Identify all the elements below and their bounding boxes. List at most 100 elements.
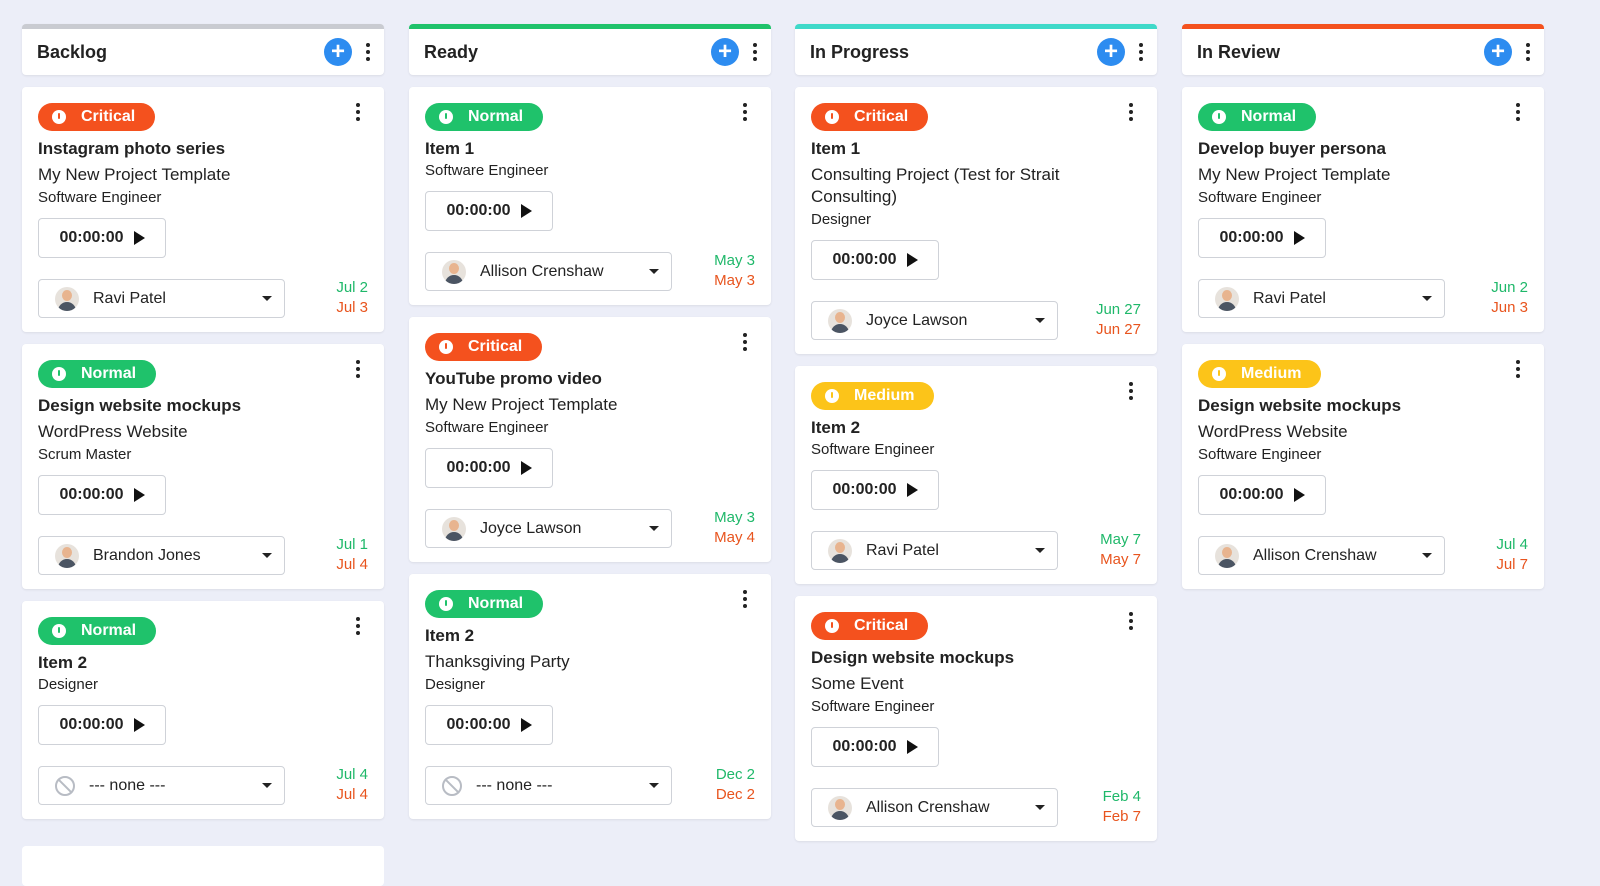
card-title: Item 2 [425, 626, 475, 645]
column-menu[interactable] [1526, 43, 1530, 61]
task-card[interactable]: Critical YouTube promo video My New Projec… [409, 317, 771, 562]
card-menu[interactable] [743, 590, 747, 608]
task-card[interactable]: Critical Item 1 Consulting Project (Test f… [795, 87, 1157, 354]
dot [1516, 360, 1520, 364]
card-footer: Ravi Patel Jun 2 Jun 3 [1198, 278, 1528, 318]
assignee-name: Ravi Patel [93, 289, 166, 307]
assignee-name: Joyce Lawson [866, 311, 968, 329]
task-card[interactable]: Normal Develop buyer persona My New Projec… [1182, 87, 1544, 332]
timer-button[interactable]: 00:00:00 [38, 218, 166, 258]
card-footer: Allison Crenshaw Feb 4 Feb 7 [811, 787, 1141, 827]
assignee-avatar [442, 516, 466, 541]
task-card[interactable]: Normal Design website mockups WordPress We… [22, 344, 384, 589]
timer-button[interactable]: 00:00:00 [811, 240, 939, 280]
timer-button[interactable]: 00:00:00 [425, 448, 553, 488]
assignee-select[interactable]: Brandon Jones [38, 536, 285, 575]
timer-text: 00:00:00 [446, 459, 511, 476]
assignee-select[interactable]: Allison Crenshaw [1198, 536, 1445, 575]
card-dates: Dec 2 Dec 2 [716, 765, 755, 805]
add-card-button[interactable]: + [711, 38, 739, 66]
timer-button[interactable]: 00:00:00 [1198, 475, 1326, 515]
priority-icon [52, 110, 66, 124]
dot [1129, 117, 1133, 121]
card-role: Software Engineer [425, 162, 549, 179]
dot [1139, 57, 1143, 61]
task-card[interactable]: Medium Item 2 Software Engineer 00:00:00 Rav… [795, 366, 1157, 584]
timer-button[interactable]: 00:00:00 [38, 475, 166, 515]
card-role: Designer [811, 211, 872, 228]
assignee-select[interactable]: --- none --- [425, 766, 672, 805]
assignee-select[interactable]: Allison Crenshaw [811, 788, 1058, 827]
assignee-avatar [55, 543, 79, 568]
card-menu[interactable] [1129, 612, 1133, 630]
card-menu[interactable] [1516, 103, 1520, 121]
start-date: Jul 4 [1496, 536, 1528, 553]
timer-button[interactable]: 00:00:00 [38, 705, 166, 745]
play-icon [906, 740, 918, 754]
card-title: Design website mockups [38, 396, 242, 415]
timer-button[interactable]: 00:00:00 [425, 705, 553, 745]
task-card[interactable]: Normal Item 2 Thanksgiving Party Designer 00… [409, 574, 771, 819]
dot [1526, 57, 1530, 61]
priority-label: Medium [854, 387, 915, 404]
dot [356, 631, 360, 635]
end-date: Jun 3 [1491, 299, 1528, 316]
dot [743, 117, 747, 121]
dot [743, 110, 747, 114]
column-menu[interactable] [1139, 43, 1143, 61]
assignee-select[interactable]: Ravi Patel [38, 279, 285, 318]
start-date: May 3 [714, 252, 755, 269]
card-menu[interactable] [743, 333, 747, 351]
assignee-select[interactable]: Joyce Lawson [811, 301, 1058, 340]
dropdown-caret [649, 269, 659, 274]
assignee-select[interactable]: Ravi Patel [1198, 279, 1445, 318]
assignee-avatar [828, 308, 852, 333]
timer-text: 00:00:00 [1219, 229, 1284, 246]
task-card[interactable]: Medium Design website mockups WordPress We… [1182, 344, 1544, 589]
dot [1516, 367, 1520, 371]
priority-label: Critical [854, 108, 909, 125]
card-menu[interactable] [1129, 103, 1133, 121]
dropdown-caret [262, 783, 272, 788]
assignee-select[interactable]: Allison Crenshaw [425, 252, 672, 291]
card-menu[interactable] [743, 103, 747, 121]
assignee-avatar [1215, 286, 1239, 311]
dot [743, 347, 747, 351]
column-menu[interactable] [753, 43, 757, 61]
priority-badge: Critical [425, 333, 543, 361]
timer-button[interactable]: 00:00:00 [811, 470, 939, 510]
timer-button[interactable]: 00:00:00 [811, 727, 939, 767]
end-date: Dec 2 [715, 786, 755, 803]
card-project: My New Project Template [1198, 165, 1391, 184]
add-card-button[interactable]: + [324, 38, 352, 66]
add-card-button[interactable]: + [1097, 38, 1125, 66]
priority-label: Critical [81, 108, 136, 125]
task-card[interactable]: Normal Item 2 Designer 00:00:00 --- none ---… [22, 601, 384, 819]
task-card[interactable]: Normal Item 1 Software Engineer 00:00:00 All… [409, 87, 771, 305]
card-menu[interactable] [356, 360, 360, 378]
card-project: My New Project Template [425, 395, 618, 414]
task-card[interactable]: Critical Design website mockups Some Event… [795, 596, 1157, 841]
play-icon [520, 204, 532, 218]
assignee-avatar [55, 775, 75, 796]
card-menu[interactable] [1129, 382, 1133, 400]
timer-button[interactable]: 00:00:00 [425, 191, 553, 231]
card-footer: Joyce Lawson May 3 May 4 [425, 508, 755, 548]
timer-text: 00:00:00 [1219, 486, 1284, 503]
task-card[interactable]: Critical Instagram photo series My New Pro… [22, 87, 384, 332]
assignee-avatar [828, 795, 852, 820]
end-date: May 4 [714, 529, 755, 546]
dot [1129, 396, 1133, 400]
assignee-select[interactable]: Ravi Patel [811, 531, 1058, 570]
timer-button[interactable]: 00:00:00 [1198, 218, 1326, 258]
add-card-button[interactable]: + [1484, 38, 1512, 66]
card-menu[interactable] [1516, 360, 1520, 378]
priority-icon [439, 110, 453, 124]
column-menu[interactable] [366, 43, 370, 61]
assignee-select[interactable]: --- none --- [38, 766, 285, 805]
play-icon [906, 483, 918, 497]
card-menu[interactable] [356, 617, 360, 635]
card-menu[interactable] [356, 103, 360, 121]
assignee-select[interactable]: Joyce Lawson [425, 509, 672, 548]
timer-text: 00:00:00 [446, 716, 511, 733]
